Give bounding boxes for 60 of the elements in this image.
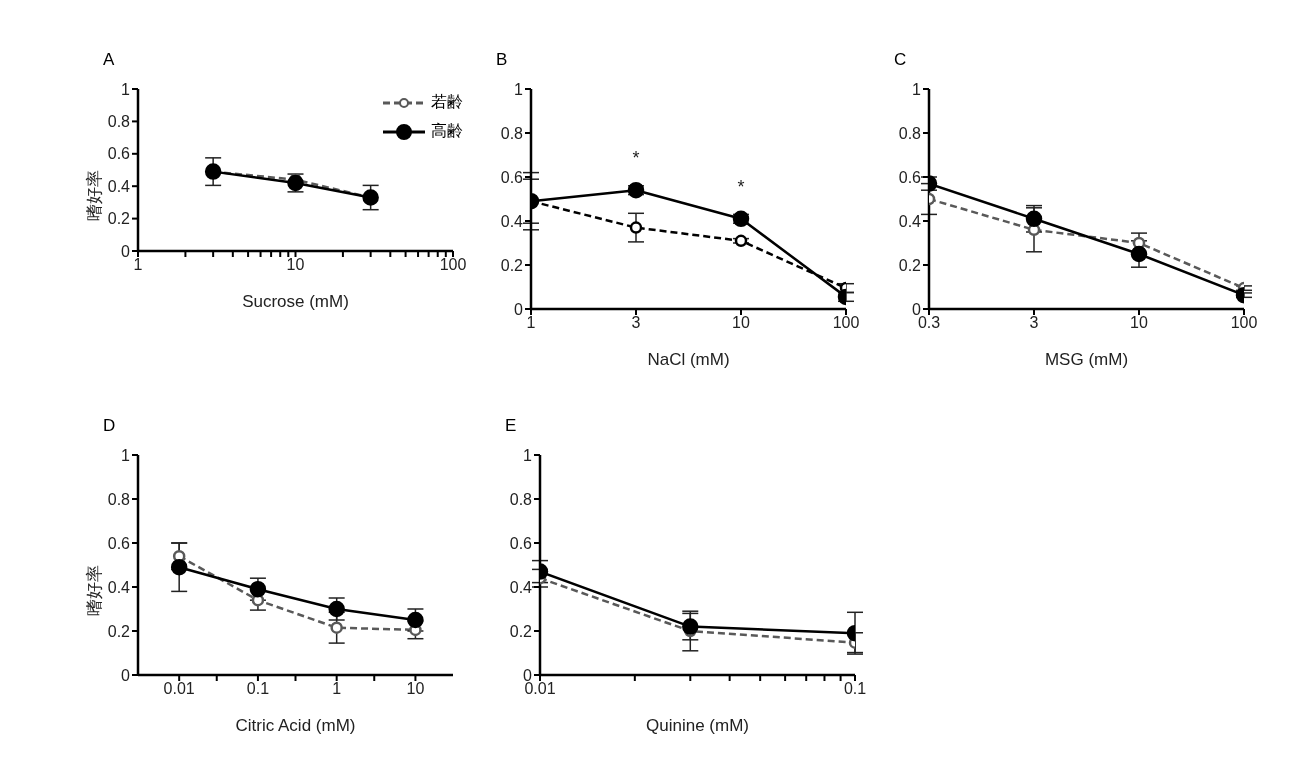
x-tick-label: 1 [133,256,143,274]
y-tick-label: 0.4 [107,578,131,596]
x-tick-label: 100 [439,256,467,274]
y-tick-label: 0.4 [107,177,131,195]
x-tick-label: 0.1 [843,680,867,698]
x-tick-label: 10 [406,680,425,698]
chart-title: A [103,50,115,70]
y-tick-label: 0.2 [898,256,922,274]
legend-label: 高齢 [431,121,463,141]
y-tick-label: 0.4 [509,578,533,596]
y-tick-label: 0 [121,242,131,260]
x-tick-label: 0.01 [163,680,195,698]
x-axis-title: NaCl (mM) [647,350,730,369]
x-tick-label: 10 [732,314,750,332]
y-tick-label: 0 [514,300,524,318]
x-axis-title: Quinine (mM) [646,716,749,735]
chart-title: B [496,50,508,70]
x-axis-title: Citric Acid (mM) [235,716,356,735]
chart-title: E [505,416,517,436]
legend-label: 若齢 [431,92,463,112]
y-tick-label: 1 [912,80,922,98]
chart-title: C [894,50,907,70]
x-tick-label: 10 [1130,314,1148,332]
y-tick-label: 1 [121,80,131,98]
y-tick-label: 1 [523,446,533,464]
y-tick-label: 0.2 [107,210,131,228]
x-tick-label: 0.01 [524,680,556,698]
x-tick-label: 1 [332,680,342,698]
y-tick-label: 0.8 [509,490,533,508]
y-tick-label: 0.6 [500,168,524,186]
y-tick-label: 0.8 [107,113,131,131]
x-tick-label: 0.3 [917,314,941,332]
y-axis-title: 嗜好率 [85,170,105,221]
y-tick-label: 1 [514,80,524,98]
y-tick-label: 0.6 [107,534,131,552]
y-tick-label: 0.6 [509,534,533,552]
y-tick-label: 0.8 [500,124,524,142]
y-tick-label: 0.4 [500,212,524,230]
chart-title: D [103,416,116,436]
y-tick-label: 0.8 [107,490,131,508]
x-tick-label: 100 [1230,314,1258,332]
y-axis-title: 嗜好率 [85,565,105,616]
y-tick-label: 0.2 [500,256,524,274]
y-tick-label: 0.2 [107,622,131,640]
annotation: * [632,148,640,169]
y-tick-label: 0.6 [107,145,131,163]
x-tick-label: 3 [1029,314,1039,332]
x-tick-label: 100 [832,314,860,332]
y-tick-label: 0.2 [509,622,533,640]
y-tick-label: 0.4 [898,212,922,230]
x-tick-label: 0.1 [246,680,270,698]
x-axis-title: Sucrose (mM) [242,292,349,311]
x-tick-label: 10 [286,256,305,274]
x-tick-label: 3 [631,314,641,332]
annotation: * [737,176,745,197]
y-tick-label: 0 [121,666,131,684]
x-axis-title: MSG (mM) [1044,350,1129,369]
y-tick-label: 1 [121,446,131,464]
y-tick-label: 0.6 [898,168,922,186]
y-tick-label: 0.8 [898,124,922,142]
